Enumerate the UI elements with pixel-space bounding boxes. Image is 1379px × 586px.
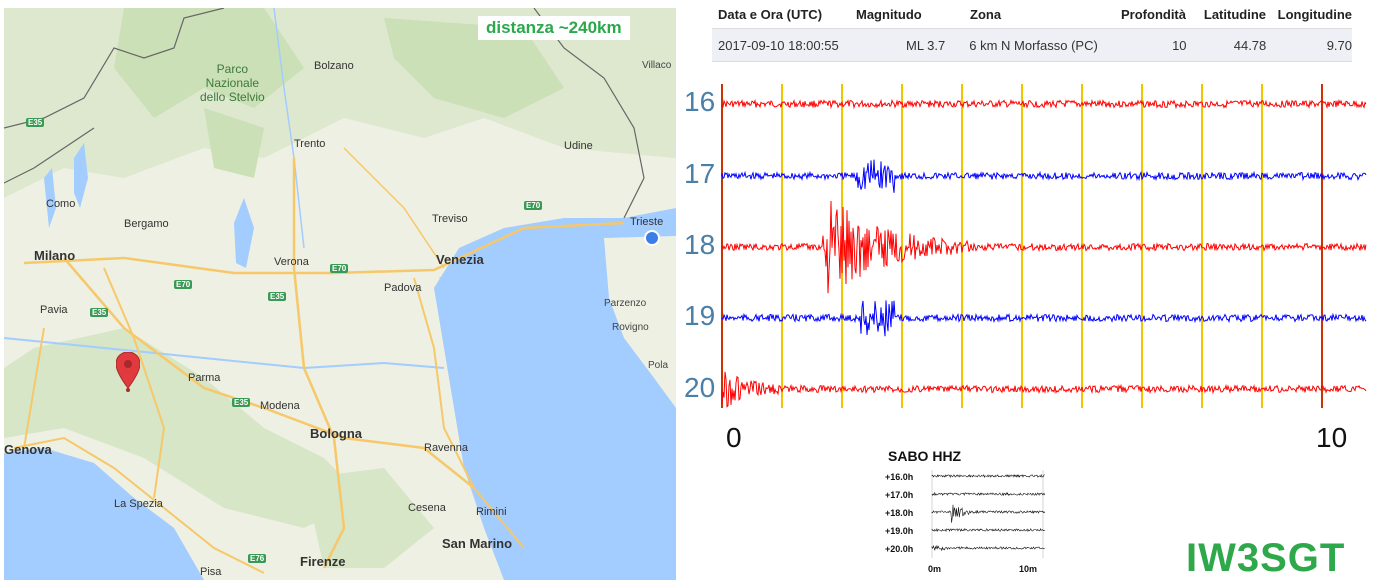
header-zone: Zona [970, 6, 1002, 22]
city-la-spezia: La Spezia [114, 498, 163, 510]
city-modena: Modena [260, 400, 300, 412]
city-venezia: Venezia [436, 252, 484, 267]
seismic-trace [721, 371, 1367, 408]
road-shield: E70 [330, 264, 349, 273]
mini-x-end: 10m [1019, 564, 1038, 574]
header-longitude: Longitudine [1277, 6, 1352, 22]
city-rimini: Rimini [476, 506, 507, 518]
city-milano: Milano [34, 248, 76, 263]
mini-line-label: +20.0h [885, 544, 914, 554]
hour-label: 17 [684, 158, 716, 189]
cell-magnitude: ML 3.7 [905, 37, 946, 53]
city-trieste: Trieste [630, 216, 664, 228]
mini-plot [931, 470, 1045, 558]
cell-datetime: 2017-09-10 18:00:55 [718, 37, 839, 53]
map-canvas [4, 8, 676, 580]
event-table: Data e Ora (UTC) Magnitudo Zona Profondi… [712, 0, 1352, 62]
hour-label: 16 [684, 86, 716, 117]
road-shield: E76 [248, 554, 267, 563]
mini-line-label: +18.0h [885, 508, 914, 518]
mini-line-label: +19.0h [885, 526, 914, 536]
table-header: Data e Ora (UTC) Magnitudo Zona Profondi… [712, 0, 1352, 28]
mini-trace [931, 527, 1045, 533]
road-shield: E70 [524, 201, 543, 210]
city-como: Como [46, 198, 76, 210]
city-pisa: Pisa [200, 566, 222, 578]
seismogram-plot [721, 84, 1367, 408]
mini-line-label: +17.0h [885, 490, 914, 500]
city-treviso: Treviso [432, 213, 468, 225]
header-latitude: Latitudine [1203, 6, 1266, 22]
cell-longitude: 9.70 [1326, 37, 1352, 53]
city-pavia: Pavia [40, 304, 68, 316]
seismic-trace [721, 200, 1367, 294]
city-bergamo: Bergamo [124, 218, 169, 230]
city-firenze: Firenze [300, 554, 346, 569]
city-padova: Padova [384, 282, 422, 294]
city-bolzano: Bolzano [314, 60, 354, 72]
x-label-start: 0 [726, 422, 742, 453]
cell-latitude: 44.78 [1233, 37, 1267, 53]
city-rovigno: Rovigno [612, 322, 649, 333]
city-bologna: Bologna [310, 426, 362, 441]
hour-label: 20 [684, 372, 716, 403]
table-row[interactable]: 2017-09-10 18:00:55 ML 3.7 6 km N Morfas… [712, 28, 1352, 62]
mini-title: SABO HHZ [888, 448, 962, 464]
seismic-trace [721, 300, 1367, 337]
city-trento: Trento [294, 138, 326, 150]
header-magnitude: Magnitudo [856, 6, 922, 22]
mini-trace [931, 545, 1045, 552]
hour-label: 19 [684, 300, 716, 331]
cell-depth: 10 [1172, 37, 1187, 53]
mini-x-start: 0m [928, 564, 942, 574]
mini-line-label: +16.0h [885, 472, 914, 482]
cell-zone: 6 km N Morfasso (PC) [969, 37, 1098, 53]
x-label-end: 10 [1316, 422, 1348, 453]
road-shield: E35 [26, 118, 45, 127]
road-shield: E35 [232, 398, 251, 407]
park-label: Parco Nazionale dello Stelvio [200, 62, 265, 104]
road-shield: E35 [90, 308, 109, 317]
city-parma: Parma [188, 372, 221, 384]
seismic-trace [721, 98, 1367, 110]
station-location-icon [644, 230, 660, 246]
city-cesena: Cesena [408, 502, 446, 514]
mini-trace [931, 473, 1045, 478]
header-datetime: Data e Ora (UTC) [718, 6, 823, 22]
mini-trace [931, 491, 1045, 497]
city-parenzo: Parzenzo [604, 298, 647, 309]
mini-helicorder: SABO HHZ +16.0h +17.0h +18.0h +19.0h +20… [885, 446, 1055, 581]
seismogram: 16 17 18 19 20 0 10 [680, 78, 1379, 458]
logo: IW3SGT [1186, 536, 1346, 580]
road-shield: E70 [174, 280, 193, 289]
distance-label: distanza ~240km [478, 16, 630, 40]
hour-label: 18 [684, 229, 716, 260]
mini-trace [931, 504, 1045, 523]
header-depth: Profondità [1121, 6, 1186, 22]
seismic-trace [721, 159, 1367, 193]
city-verona: Verona [274, 256, 309, 268]
city-ravenna: Ravenna [424, 442, 469, 454]
road-shield: E35 [268, 292, 287, 301]
city-villaco: Villaco [642, 60, 672, 71]
map[interactable]: Parco Nazionale dello Stelvio Bolzano Tren… [4, 8, 676, 580]
city-udine: Udine [564, 140, 593, 152]
city-san-marino: San Marino [442, 536, 513, 551]
city-pola: Pola [648, 360, 669, 371]
city-genova: Genova [4, 442, 52, 457]
